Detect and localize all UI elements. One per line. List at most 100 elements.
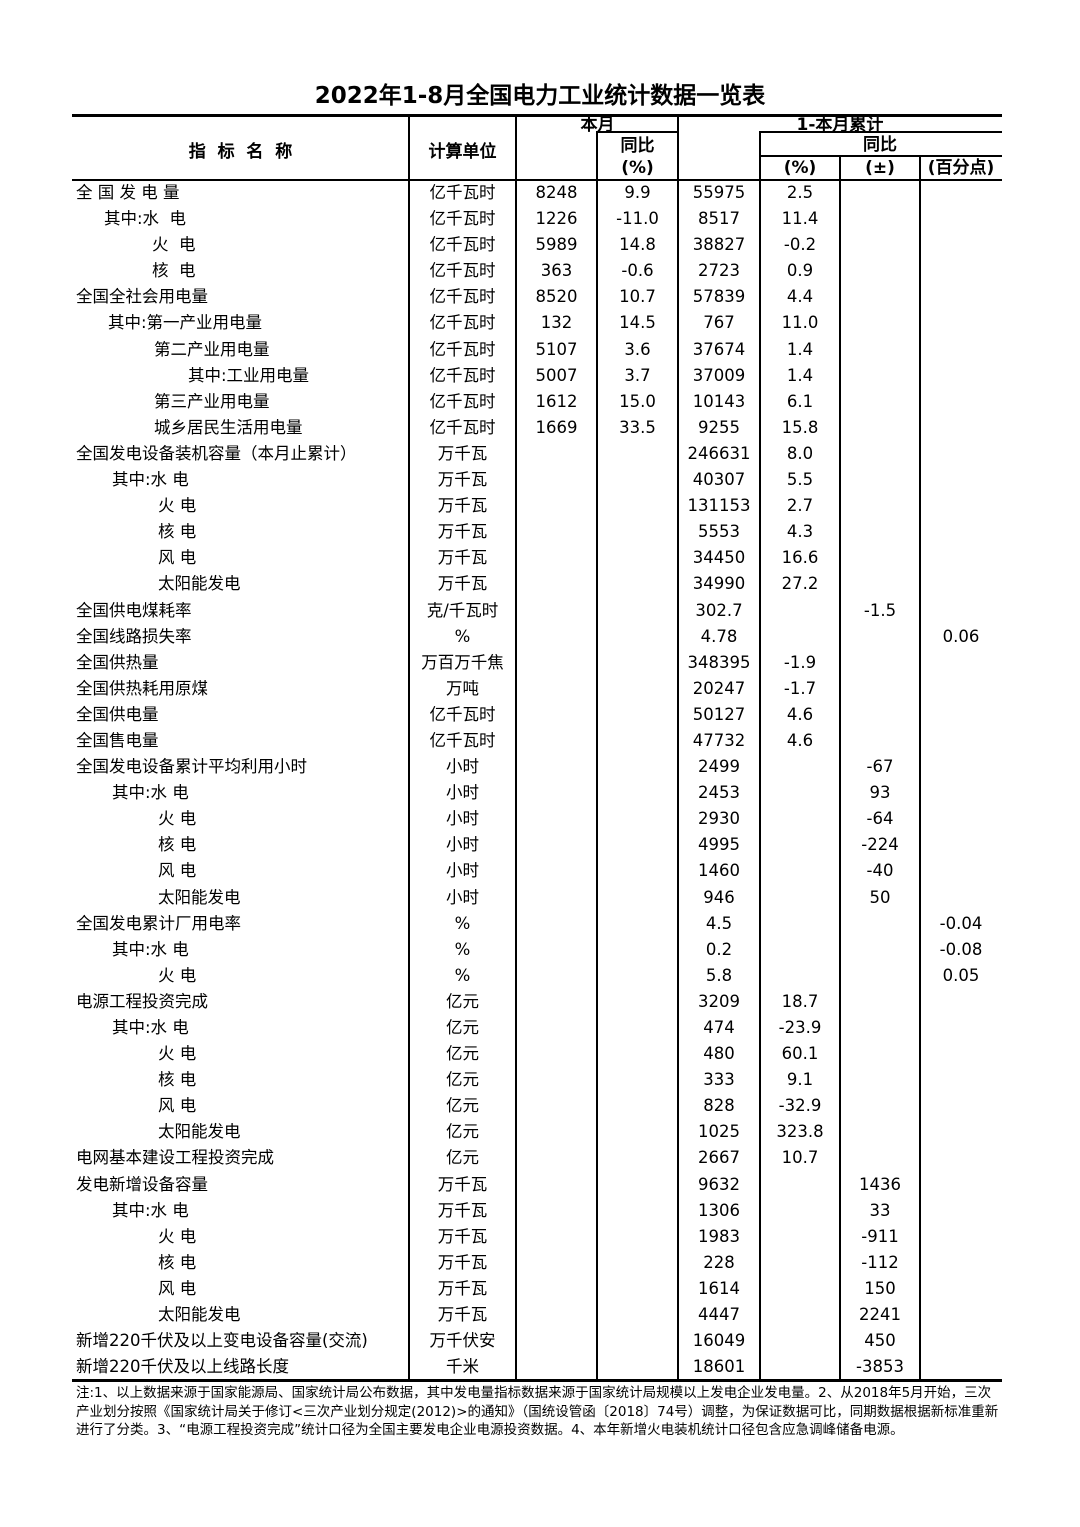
month-yoy-cell: -0.6 [621, 261, 654, 281]
cum-yoy-pct-cell: -1.7 [783, 678, 817, 698]
cum-yoy-pct-cell [760, 885, 840, 911]
month-value-cell [516, 493, 597, 519]
cum-yoy-change-cell [840, 702, 920, 728]
table-row: 太阳能发电 亿元 1025 323.8 [72, 1119, 1002, 1145]
month-value-cell [516, 806, 597, 832]
cum-yoy-change-cell [840, 180, 920, 206]
month-value-cell [516, 858, 597, 884]
cum-yoy-points-cell [920, 1198, 1002, 1224]
cum-value-cell: 131153 [687, 496, 751, 516]
indicator-name-cell: 火 电 [158, 965, 197, 985]
unit-cell: % [454, 626, 471, 646]
month-yoy-cell [597, 806, 678, 832]
table-row: 全国发电设备装机容量（本月止累计） 万千瓦 246631 8.0 [72, 441, 1002, 467]
cum-yoy-points-cell [920, 389, 1002, 415]
cum-yoy-pct-cell [760, 963, 840, 989]
cum-yoy-points-cell [920, 989, 1002, 1015]
cum-yoy-points-cell [920, 1145, 1002, 1171]
month-value-cell [516, 754, 597, 780]
indicator-name-cell: 其中:水 电 [112, 1018, 189, 1037]
cum-value-cell: 4447 [698, 1305, 740, 1325]
header-month: 本月 [580, 115, 615, 135]
month-value-cell [516, 467, 597, 493]
cum-value-cell: 228 [703, 1252, 735, 1272]
table-body: 全 国 发 电 量亿千瓦时 8248 9.9 55975 2.5 其中:水 电亿千瓦时 12… [72, 180, 1002, 1380]
indicator-name-cell: 其中:工业用电量 [188, 365, 310, 385]
month-yoy-cell [597, 702, 678, 728]
cum-value-cell: 34990 [692, 574, 746, 594]
month-yoy-cell: 15.0 [619, 391, 656, 411]
unit-cell: 万千瓦 [437, 1200, 488, 1220]
bottom-rule [72, 1379, 1002, 1382]
month-value-cell: 5007 [535, 365, 578, 385]
month-value-cell: 1669 [535, 417, 578, 437]
indicator-name-cell: 第三产业用电量 [154, 391, 270, 411]
cum-yoy-pct-cell: 4.6 [786, 704, 814, 724]
cum-yoy-pct-cell: 16.6 [781, 548, 819, 568]
indicator-name-cell: 城乡居民生活用电量 [154, 417, 303, 437]
table-row: 火 电 亿千瓦时 5989 14.8 38827 -0.2 [72, 232, 1002, 258]
unit-cell: 亿千瓦时 [429, 261, 496, 281]
table-row: 太阳能发电 小时 946 50 [72, 885, 1002, 911]
cum-yoy-pct-cell [760, 780, 840, 806]
unit-cell: 亿千瓦时 [429, 339, 496, 359]
rule [839, 155, 841, 1380]
cum-yoy-change-cell: -911 [861, 1226, 899, 1246]
cum-yoy-points-cell [920, 493, 1002, 519]
cum-yoy-change-cell [840, 1145, 920, 1171]
cum-yoy-points-cell [920, 284, 1002, 310]
table-row: 全国线路损失率% 4.78 0.06 [72, 624, 1002, 650]
rule [760, 155, 1002, 157]
cum-yoy-change-cell [840, 963, 920, 989]
month-value-cell: 5989 [535, 235, 578, 255]
month-value-cell [516, 780, 597, 806]
rule [759, 131, 761, 1380]
month-yoy-cell: 3.6 [624, 339, 651, 359]
unit-cell: 克/千瓦时 [426, 600, 499, 620]
cum-yoy-change-cell [840, 545, 920, 571]
cum-yoy-pct-cell [760, 937, 840, 963]
table-row: 全国售电量 亿千瓦时 47732 4.6 [72, 728, 1002, 754]
table-row: 风 电 小时 1460 -40 [72, 858, 1002, 884]
table-row: 太阳能发电 万千瓦 34990 27.2 [72, 571, 1002, 597]
cum-value-cell: 3209 [698, 991, 740, 1011]
cum-yoy-points-cell [920, 1224, 1002, 1250]
table-row: 风 电 万千瓦 34450 16.6 [72, 545, 1002, 571]
cum-yoy-points-cell [920, 1172, 1002, 1198]
cum-yoy-pct-cell: 2.5 [786, 183, 814, 202]
cum-value-cell: 55975 [692, 183, 746, 202]
month-value-cell [516, 832, 597, 858]
indicator-name-cell: 核 电 [158, 522, 197, 542]
cum-value-cell: 1983 [698, 1226, 740, 1246]
cum-yoy-change-cell [840, 232, 920, 258]
cum-yoy-change-cell [840, 467, 920, 493]
unit-cell: 亿千瓦时 [429, 730, 496, 750]
table-row: 风 电 亿元 828 -32.9 [72, 1093, 1002, 1119]
unit-cell: 小时 [446, 887, 479, 907]
footnote: 注:1、以上数据来源于国家能源局、国家统计局公布数据，其中发电量指标数据来源于国… [76, 1385, 999, 1438]
header-cumulative: 1-本月累计 [796, 115, 884, 135]
cum-yoy-points-cell [920, 676, 1002, 702]
cum-yoy-points-cell [920, 1276, 1002, 1302]
cum-yoy-pct-cell: 27.2 [781, 574, 819, 594]
cum-yoy-change-cell: 1436 [859, 1174, 901, 1194]
indicator-name-cell: 全国售电量 [76, 730, 159, 750]
indicator-name-cell: 发电新增设备容量 [76, 1174, 208, 1194]
table-row: 全国供电量 亿千瓦时 50127 4.6 [72, 702, 1002, 728]
cum-yoy-points-cell [920, 258, 1002, 284]
cum-yoy-change-cell [840, 937, 920, 963]
indicator-name-cell: 核 电 [152, 261, 196, 281]
month-value-cell [516, 1041, 597, 1067]
month-yoy-cell [597, 571, 678, 597]
cum-yoy-pct-cell: -32.9 [778, 1096, 822, 1116]
indicator-name-cell: 核 电 [158, 1070, 197, 1090]
rule [596, 131, 598, 1380]
table-row: 核 电 万千瓦 228 -112 [72, 1250, 1002, 1276]
month-yoy-cell [597, 911, 678, 937]
table-row: 核 电 小时 4995 -224 [72, 832, 1002, 858]
month-yoy-cell [597, 728, 678, 754]
cum-yoy-change-cell [840, 389, 920, 415]
cum-yoy-pct-cell: 11.4 [781, 209, 819, 229]
month-value-cell [516, 441, 597, 467]
cum-yoy-change-cell: -112 [861, 1252, 899, 1272]
